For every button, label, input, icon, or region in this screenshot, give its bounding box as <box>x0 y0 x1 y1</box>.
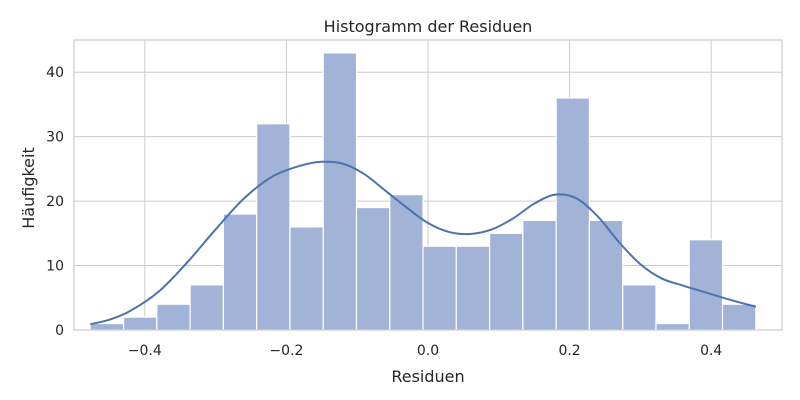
histogram-bar <box>688 239 724 331</box>
x-tick-label: 0.2 <box>558 343 580 359</box>
x-tick-label: 0.0 <box>417 343 439 359</box>
histogram-bar <box>256 123 291 331</box>
histogram-bar <box>122 316 158 331</box>
y-tick-label: 0 <box>55 323 64 339</box>
histogram-bar <box>156 303 191 331</box>
histogram-bar <box>422 245 457 331</box>
histogram-bar <box>89 322 125 331</box>
histogram-bar <box>189 284 224 331</box>
histogram-bar <box>522 219 557 331</box>
y-tick-label: 20 <box>46 194 64 210</box>
y-axis-label: Häufigkeit <box>19 147 38 228</box>
histogram-bar <box>655 322 690 331</box>
histogram-bar <box>289 226 324 331</box>
plot-frame <box>73 39 783 331</box>
histogram-bar <box>389 194 424 331</box>
histogram-bar <box>322 52 358 331</box>
x-tick-label: 0.4 <box>700 343 722 359</box>
x-tick-label: −0.4 <box>128 343 162 359</box>
histogram-bar <box>588 219 624 331</box>
histogram-bar <box>355 206 391 331</box>
histogram-bar <box>622 284 657 331</box>
histogram-bar <box>555 97 591 331</box>
histogram-bar <box>455 245 491 331</box>
bars-layer <box>89 52 757 331</box>
y-tick-label: 30 <box>46 130 64 146</box>
y-tick-label: 40 <box>46 65 64 81</box>
y-tick-label: 10 <box>46 259 64 275</box>
kde-curve <box>90 160 757 326</box>
histogram-bar <box>222 213 258 331</box>
histogram-bar <box>721 303 757 331</box>
chart-title: Histogramm der Residuen <box>324 17 533 36</box>
x-tick-label: −0.2 <box>269 343 303 359</box>
histogram-bar <box>488 232 524 331</box>
x-axis-label: Residuen <box>391 367 464 386</box>
ticks-layer: 0 10 20 30 40 −0.4 −0.2 0.0 0.2 0.4 <box>46 65 722 359</box>
